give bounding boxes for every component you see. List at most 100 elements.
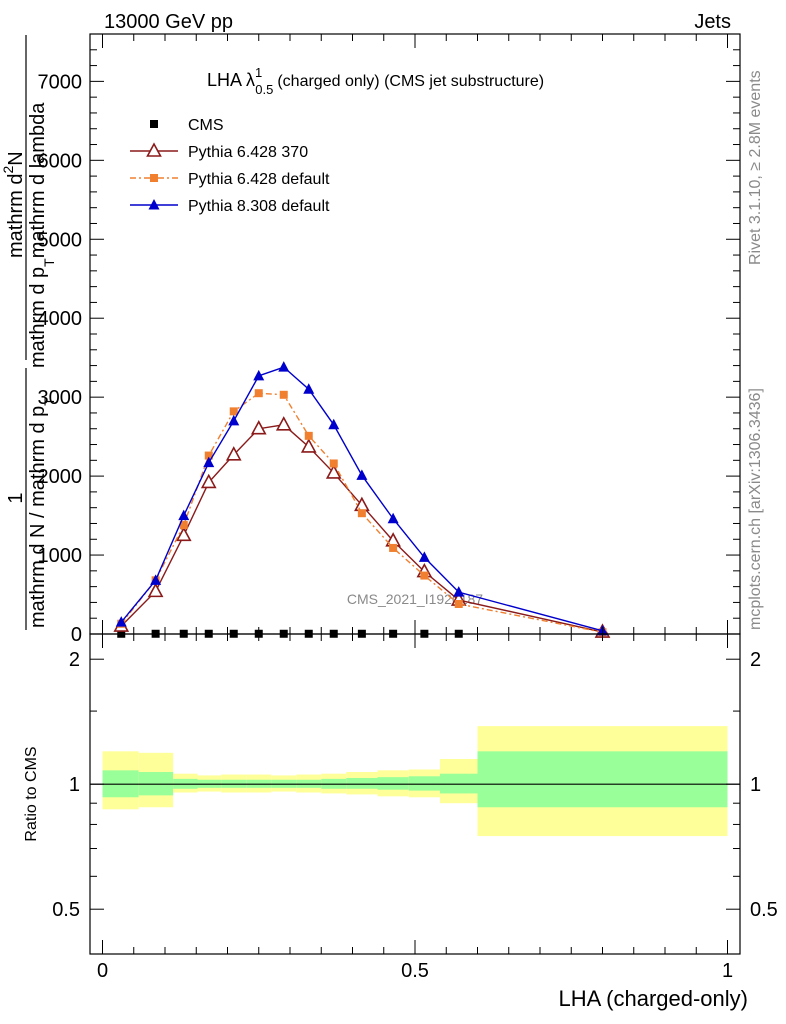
legend-marker xyxy=(150,174,158,182)
data-point xyxy=(325,464,342,479)
data-point xyxy=(200,473,217,489)
main-y-tick-label: 5000 xyxy=(38,229,83,251)
plot-title: LHA λ1 0.5 (charged only) (CMS jet substru… xyxy=(207,65,544,97)
plot-title-main: LHA λ xyxy=(207,70,255,90)
data-point xyxy=(454,600,463,608)
legend-item: Pythia 8.308 default xyxy=(130,198,330,215)
data-point xyxy=(304,431,313,440)
ratio-stat-uncertainty-band xyxy=(377,777,409,790)
ratio-y-tick-label-left: 1 xyxy=(69,774,80,796)
header-energy-label: 13000 GeV pp xyxy=(104,11,233,33)
data-point xyxy=(175,526,192,542)
x-tick-label: 0 xyxy=(97,960,108,982)
ylabel-numerator-right: mathrm d2N xyxy=(0,151,27,258)
x-axis-label: LHA (charged-only) xyxy=(558,986,748,1011)
legend-label: Pythia 8.308 default xyxy=(188,198,330,215)
series-pythia-6-428-370 xyxy=(113,416,611,638)
data-point xyxy=(418,551,430,562)
ylabel-numerator-one: 1 xyxy=(5,492,27,503)
x-tick-label: 0.5 xyxy=(401,960,429,982)
data-point xyxy=(178,509,190,521)
data-point xyxy=(387,512,399,524)
legend-label: Pythia 6.428 370 xyxy=(188,144,308,161)
ylabel-pt-sub-2: T xyxy=(41,258,57,267)
data-point xyxy=(328,418,340,430)
main-y-tick-label: 6000 xyxy=(38,150,83,172)
data-point xyxy=(228,414,240,426)
series-line xyxy=(120,366,603,632)
ratio-y-tick-label-right: 2 xyxy=(750,649,761,671)
plot-title-sup: 1 xyxy=(255,65,262,80)
data-point xyxy=(279,390,288,399)
data-point xyxy=(147,582,164,598)
legend: CMS Pythia 6.428 370 Pythia 6.428 default P… xyxy=(130,117,330,215)
data-point xyxy=(204,451,213,460)
legend-item: CMS xyxy=(150,117,224,134)
main-y-tick-label: 7000 xyxy=(38,71,83,93)
main-y-tick-label: 0 xyxy=(71,624,82,646)
series-line xyxy=(120,424,603,633)
x-tick-label: 1 xyxy=(722,960,733,982)
ylabel-dpt-part: mathrm d p xyxy=(27,267,49,368)
data-point xyxy=(420,571,429,580)
plot-title-rest: (charged only) (CMS jet substructure) xyxy=(277,73,544,90)
ylabel-dlambda-part: mathrm d lambda xyxy=(27,102,49,258)
data-point xyxy=(179,521,188,530)
ylabel-dN-part: mathrm d N / mathrm d p xyxy=(27,406,49,628)
series-pythia-8-308-default xyxy=(115,361,608,636)
ylabel-power-2: 2 xyxy=(0,166,16,174)
main-plot-panel: CMS_2021_I1920187 0 1000 2000 3000 4000 5000 6… xyxy=(0,33,741,646)
data-point xyxy=(278,361,290,372)
data-point xyxy=(225,446,242,461)
ratio-y-axis-label: Ratio to CMS xyxy=(23,746,40,841)
legend-label: Pythia 6.428 default xyxy=(188,171,330,188)
ratio-stat-uncertainty-band xyxy=(408,776,440,791)
main-y-tick-label: 4000 xyxy=(38,308,83,330)
data-point xyxy=(203,456,215,468)
data-point xyxy=(356,469,368,480)
plot-title-sub: 0.5 xyxy=(255,82,273,97)
legend-item: Pythia 6.428 370 xyxy=(130,142,308,161)
ylabel-pt-sub-1: T xyxy=(41,397,57,406)
data-point xyxy=(253,369,265,381)
main-y-tick-label: 1000 xyxy=(38,545,83,567)
legend-marker xyxy=(148,199,160,210)
data-point xyxy=(357,509,366,518)
data-point xyxy=(275,416,292,431)
legend-marker xyxy=(146,142,162,157)
data-point xyxy=(254,389,263,398)
data-point xyxy=(250,420,267,435)
data-point xyxy=(453,586,465,597)
main-y-tick-label: 3000 xyxy=(38,387,83,409)
legend-label: CMS xyxy=(188,117,224,134)
mcplots-credit-label: mcplots.cern.ch [arXiv:1306.3436] xyxy=(747,388,764,630)
analysis-watermark: CMS_2021_I1920187 xyxy=(347,591,483,607)
main-y-tick-label: 2000 xyxy=(38,466,83,488)
ratio-stat-uncertainty-band xyxy=(477,751,728,808)
ratio-plot-panel: 0.5 0.5 1 1 2 2 0 0.5 1 Ratio to CMS LHA (charge… xyxy=(23,633,778,1011)
ylabel-N-part: N xyxy=(5,151,27,165)
rivet-version-label: Rivet 3.1.10, ≥ 2.8M events xyxy=(747,70,764,265)
data-point xyxy=(300,438,317,453)
ratio-y-tick-label-left: 0.5 xyxy=(52,899,80,921)
ratio-stat-uncertainty-band xyxy=(346,777,378,789)
ratio-stat-uncertainty-band xyxy=(440,773,478,794)
data-point xyxy=(150,574,162,585)
data-point xyxy=(329,459,338,468)
data-point xyxy=(303,383,315,394)
data-point xyxy=(229,407,238,416)
ylabel-denominator-left: mathrm d N / mathrm d pT xyxy=(27,397,57,628)
ylabel-d-part: mathrm d xyxy=(5,174,27,258)
data-point xyxy=(115,616,127,627)
data-point xyxy=(389,543,398,552)
legend-marker xyxy=(150,120,158,128)
ratio-y-tick-label-right: 1 xyxy=(750,774,761,796)
legend-item: Pythia 6.428 default xyxy=(130,171,330,188)
main-y-axis-label: 1 mathrm d N / mathrm d pT mathrm d2N ma… xyxy=(0,35,57,630)
series-line xyxy=(120,392,603,633)
ratio-y-tick-label-right: 0.5 xyxy=(750,899,778,921)
ratio-y-tick-label-left: 2 xyxy=(69,649,80,671)
ylabel-denominator-right: mathrm d pTmathrm d lambda xyxy=(27,102,57,368)
header-analysis-label: Jets xyxy=(694,11,731,33)
